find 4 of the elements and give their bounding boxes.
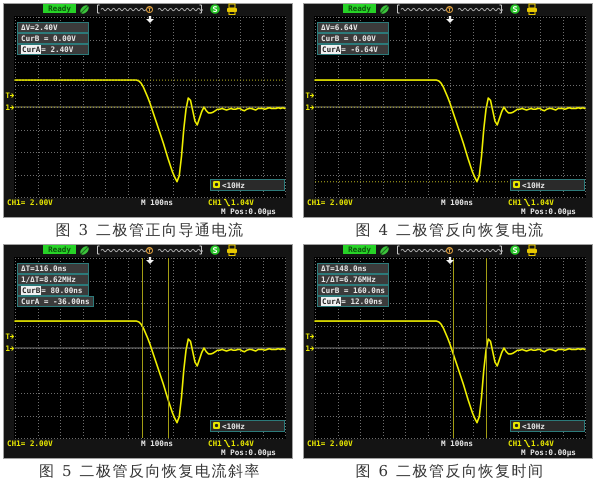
text: 图 5 二极管反向恢复电流斜率 [38,462,262,480]
text: 图 6 二极管反向恢复时间 [354,462,546,480]
text: 图 3 二极管正向导通电流 [54,221,246,239]
text: 图 4 二极管反向恢复电流 [354,221,546,239]
